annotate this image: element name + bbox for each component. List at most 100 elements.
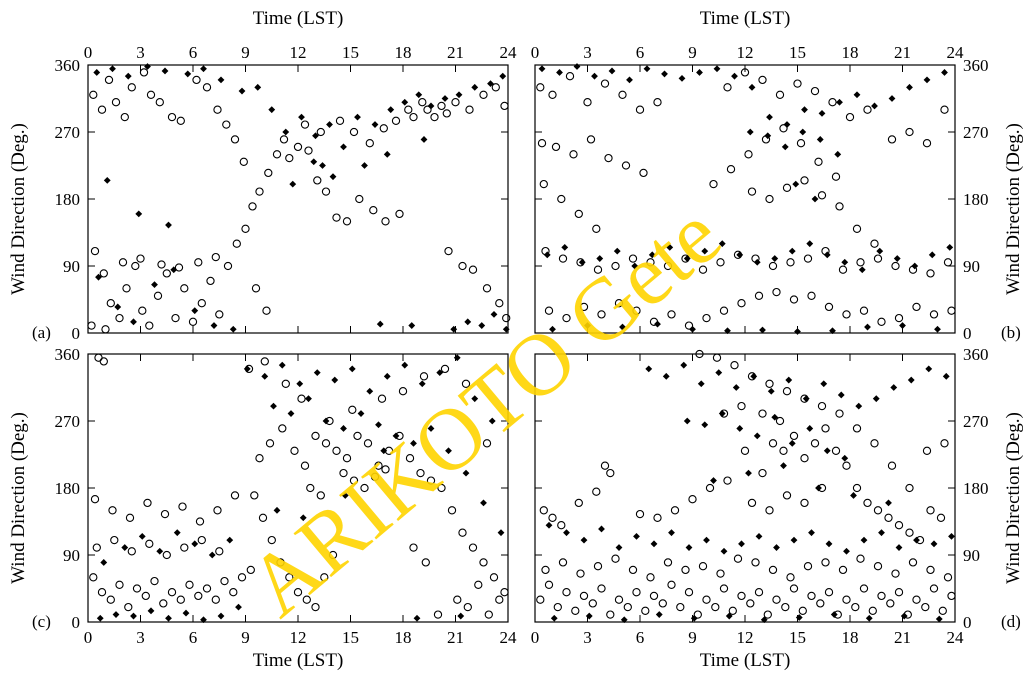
data-point-filled <box>662 372 670 380</box>
data-point-open <box>306 483 315 493</box>
data-point-open <box>311 602 320 612</box>
data-point-open <box>905 483 914 493</box>
data-point-open <box>391 116 401 125</box>
x-tick-label: 0 <box>84 43 93 62</box>
data-point-filled <box>781 143 789 151</box>
y-tick-label: 270 <box>55 123 81 142</box>
data-point-open <box>300 461 310 470</box>
data-point-open <box>285 573 294 582</box>
data-point-filled <box>147 607 155 615</box>
data-point-open <box>167 588 177 597</box>
data-point-filled <box>341 492 349 499</box>
data-point-open <box>798 606 807 615</box>
data-point-open <box>374 461 383 470</box>
x-tick-label: 24 <box>947 628 965 647</box>
data-point-open <box>349 127 359 137</box>
data-point-filled <box>885 499 892 507</box>
data-point-open <box>800 176 809 185</box>
data-point-filled <box>888 95 896 102</box>
data-point-open <box>588 599 597 608</box>
x-tick-label: 15 <box>789 43 806 62</box>
data-point-open <box>926 565 935 575</box>
data-point-open <box>281 379 290 388</box>
data-point-filled <box>724 327 731 335</box>
data-point-filled <box>310 158 318 166</box>
data-point-open <box>579 591 589 601</box>
data-point-filled <box>96 614 104 622</box>
data-point-filled <box>375 421 382 429</box>
data-point-filled <box>305 395 312 403</box>
data-point-open <box>782 183 792 192</box>
data-point-filled <box>626 76 633 84</box>
y-tick-label: 270 <box>963 412 989 431</box>
data-point-open <box>558 254 568 263</box>
x-tick-label: 24 <box>500 628 518 647</box>
data-point-open <box>106 595 115 604</box>
data-point-open <box>758 468 767 478</box>
data-point-open <box>870 439 879 448</box>
data-point-open <box>316 491 325 500</box>
y-tick-label: 360 <box>55 345 81 364</box>
data-point-open <box>824 588 834 597</box>
data-point-open <box>321 187 331 196</box>
data-point-open <box>852 424 862 433</box>
data-point-open <box>877 591 886 601</box>
data-point-open <box>821 558 830 567</box>
data-point-filled <box>837 391 845 399</box>
data-point-filled <box>871 102 878 110</box>
data-point-open <box>604 153 613 163</box>
data-point-open <box>922 139 932 148</box>
data-point-open <box>87 321 96 330</box>
data-point-open <box>653 98 662 107</box>
data-point-open <box>641 606 650 615</box>
data-point-open <box>870 239 879 248</box>
data-point-filled <box>836 98 843 106</box>
data-point-filled <box>100 559 108 566</box>
data-point-filled <box>631 262 639 270</box>
data-point-open <box>936 513 946 522</box>
data-point-open <box>586 135 596 144</box>
data-point-open <box>653 513 662 522</box>
data-point-filled <box>906 83 913 91</box>
data-point-open <box>796 139 806 148</box>
x-tick-label: 21 <box>447 43 464 62</box>
data-point-open <box>90 495 100 504</box>
data-point-open <box>772 287 781 297</box>
panel-b: 0 3 6 9 12 15 18 21 24 0 90 180 270 360 Time (LST) Wind… <box>531 8 1024 343</box>
data-point-filled <box>361 162 368 169</box>
data-point-open <box>768 261 778 271</box>
data-point-filled <box>685 544 693 551</box>
data-point-filled <box>690 614 698 622</box>
data-point-filled <box>788 439 796 447</box>
y-axis-title: Wind Direction (Deg.) <box>1003 412 1024 584</box>
data-point-open <box>632 306 641 315</box>
data-point-open <box>495 299 504 308</box>
data-point-filled <box>650 540 658 548</box>
data-point-open <box>719 306 729 315</box>
data-point-filled <box>401 98 409 106</box>
data-point-open <box>482 284 492 293</box>
data-point-open <box>863 498 872 508</box>
data-point-open <box>267 535 276 545</box>
data-point-open <box>593 562 603 571</box>
data-point-filled <box>645 365 653 373</box>
data-point-filled <box>217 612 225 620</box>
data-point-open <box>670 506 680 515</box>
y-axis-title: Wind Direction (Deg.) <box>1003 123 1024 295</box>
data-point-open <box>733 554 743 563</box>
data-point-open <box>611 554 620 563</box>
x-tick-label: 15 <box>789 628 806 647</box>
data-point-open <box>856 258 865 267</box>
data-point-open <box>943 573 953 582</box>
data-point-open <box>381 465 390 474</box>
data-point-filled <box>815 484 822 492</box>
data-point-filled <box>135 210 143 218</box>
data-point-open <box>938 606 947 615</box>
series-open-circle <box>89 353 509 619</box>
data-point-filled <box>282 128 290 136</box>
data-point-open <box>912 302 921 312</box>
data-point-open <box>810 439 820 448</box>
data-point-open <box>313 176 322 185</box>
data-point-open <box>276 558 285 567</box>
data-point-open <box>775 416 785 426</box>
